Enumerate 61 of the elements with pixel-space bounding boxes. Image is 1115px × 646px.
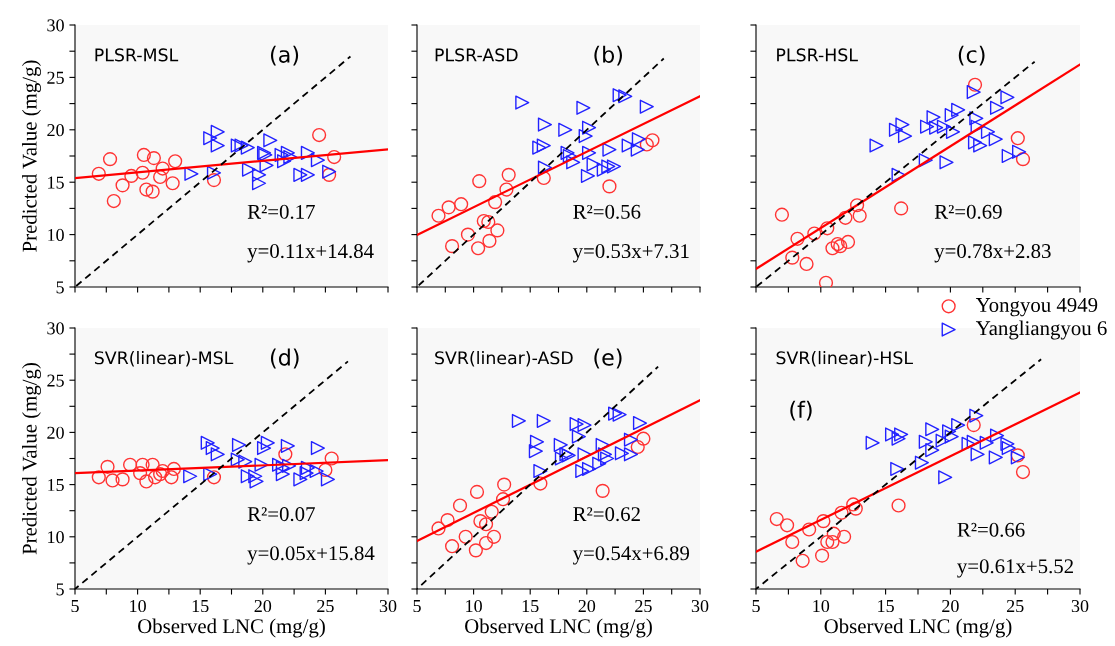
y-tick-label: 30 xyxy=(47,322,64,335)
x-tick-label: 25 xyxy=(317,599,334,613)
x-tick-label: 15 xyxy=(522,600,539,613)
text: PLSR-HSL xyxy=(777,48,858,62)
x-axis-title: Observed LNC (mg/g) xyxy=(824,618,1012,638)
y-tick-label: 5 xyxy=(56,281,64,294)
annotation: (b) xyxy=(594,45,622,66)
x-tick-label: 5 xyxy=(71,600,79,613)
annotation: y=0.11x+14.84 xyxy=(247,244,374,263)
text: PLSR-MSL xyxy=(95,48,179,62)
x-axis-title: Observed LNC (mg/g) xyxy=(138,618,325,638)
annotation: y=0.05x+15.84 xyxy=(247,546,375,565)
text: PLSR-ASD xyxy=(435,48,518,62)
annotation: y=0.53x+7.31 xyxy=(572,244,689,263)
x-tick-label: 5 xyxy=(752,600,760,613)
x-tick-label: 20 xyxy=(942,599,959,613)
x-tick-label: 5 xyxy=(413,600,421,613)
y-tick-label: 30 xyxy=(47,19,64,32)
annotation: R²=0.62 xyxy=(573,507,640,522)
x-tick-label: 30 xyxy=(379,599,397,613)
annotation: R²=0.66 xyxy=(957,522,1025,537)
x-tick-label: 15 xyxy=(192,600,209,613)
x-tick-label: 10 xyxy=(466,599,482,613)
annotation: R²=0.07 xyxy=(247,507,315,522)
annotation: R²=0.56 xyxy=(573,204,641,219)
text: SVR(linear)-ASD xyxy=(435,350,573,367)
annotation: (d) xyxy=(270,348,299,369)
x-axis-title: Observed LNC (mg/g) xyxy=(465,618,652,638)
annotation: R²=0.17 xyxy=(247,204,315,219)
text: SVR(linear)-MSL xyxy=(94,350,234,367)
y-tick-label: 25 xyxy=(47,71,64,84)
y-tick-label: 20 xyxy=(47,124,64,137)
x-tick-label: 15 xyxy=(878,600,894,613)
x-tick-label: 20 xyxy=(578,599,596,613)
y-tick-label: 10 xyxy=(48,228,64,242)
y-axis-title: Predicted Value (mg/g) xyxy=(22,362,41,555)
x-tick-label: 25 xyxy=(635,599,652,613)
x-tick-label: 30 xyxy=(1071,599,1089,613)
annotation: (c) xyxy=(958,45,985,66)
y-tick-label: 20 xyxy=(47,426,64,439)
annotation: (f) xyxy=(790,400,812,421)
x-tick-label: 20 xyxy=(254,599,272,613)
y-tick-label: 15 xyxy=(48,176,64,189)
legend-label: Yongyou 4949 xyxy=(975,297,1098,317)
y-tick-label: 5 xyxy=(56,583,64,596)
annotation: R²=0.69 xyxy=(934,204,1002,219)
y-tick-label: 10 xyxy=(48,531,64,544)
y-tick-label: 15 xyxy=(48,478,64,492)
x-tick-label: 10 xyxy=(130,599,146,613)
legend-label: Yangliangyou 6 xyxy=(975,320,1107,340)
x-tick-label: 25 xyxy=(1006,599,1024,613)
x-tick-label: 30 xyxy=(691,599,709,613)
annotation: y=0.78x+2.83 xyxy=(934,244,1051,263)
y-tick-label: 25 xyxy=(47,374,64,387)
y-axis-title: Predicted Value (mg/g) xyxy=(22,60,41,252)
annotation: y=0.54x+6.89 xyxy=(572,546,690,565)
text: SVR(linear)-HSL xyxy=(776,350,913,367)
annotation: (a) xyxy=(270,45,299,66)
x-tick-label: 10 xyxy=(813,599,830,613)
annotation: y=0.61x+5.52 xyxy=(957,559,1073,578)
annotation: (e) xyxy=(594,348,622,369)
